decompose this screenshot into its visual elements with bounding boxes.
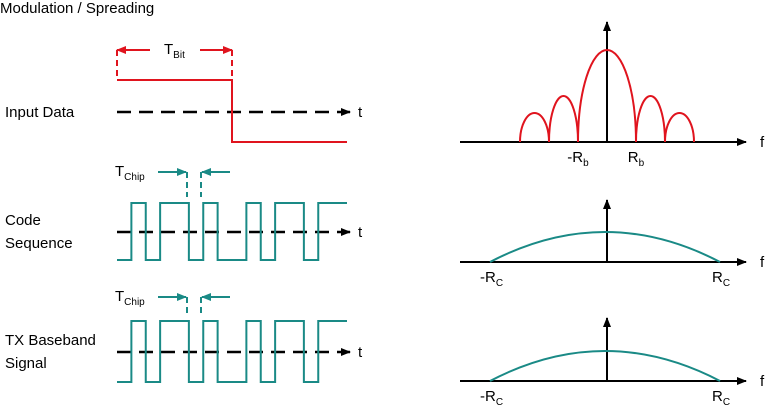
- title: Modulation / Spreading: [0, 0, 154, 17]
- sub-label: TBit: [164, 41, 185, 61]
- spectrum-lobe: [519, 112, 550, 143]
- code-signal: [117, 320, 347, 383]
- row-label: Sequence: [5, 235, 73, 252]
- sub-label: -RC: [480, 388, 503, 406]
- main-text: R: [712, 269, 723, 286]
- main-text: T: [115, 163, 124, 180]
- sub-label: TChip: [115, 163, 145, 183]
- sub-label: TChip: [115, 288, 145, 308]
- sub-label: RC: [712, 269, 730, 289]
- spectrum-lobe: [548, 95, 579, 143]
- sub-text: b: [583, 158, 589, 169]
- sub-text: Bit: [173, 50, 185, 61]
- spectrum-lobe: [635, 95, 666, 143]
- main-text: -R: [480, 269, 496, 286]
- sub-text: b: [639, 158, 645, 169]
- sub-label: Rb: [628, 149, 645, 169]
- sub-text: C: [723, 278, 730, 289]
- sub-text: C: [496, 278, 503, 289]
- freq-axis-label: f: [760, 134, 765, 151]
- data-signal: [117, 79, 347, 143]
- spectrum-lobe: [577, 49, 637, 143]
- freq-axis-label: f: [760, 254, 765, 271]
- main-text: T: [164, 41, 173, 58]
- freq-axis-label: f: [760, 373, 765, 390]
- time-axis-label: t: [358, 224, 363, 241]
- spectrum-arc: [489, 350, 721, 382]
- row-label: TX Baseband: [5, 332, 96, 349]
- main-text: R: [712, 388, 723, 405]
- main-text: -R: [567, 149, 583, 166]
- sub-label: RC: [712, 388, 730, 406]
- sub-label: -Rb: [567, 149, 589, 169]
- row-label: Code: [5, 212, 41, 229]
- row-label: Input Data: [5, 104, 75, 121]
- spectrum-arc: [489, 231, 721, 263]
- sub-text: Chip: [124, 172, 145, 183]
- code-signal: [117, 202, 347, 261]
- main-text: T: [115, 288, 124, 305]
- sub-text: Chip: [124, 297, 145, 308]
- main-text: -R: [480, 388, 496, 405]
- main-text: R: [628, 149, 639, 166]
- time-axis-label: t: [358, 104, 363, 121]
- row-label: Signal: [5, 355, 47, 372]
- spectrum-lobe: [664, 112, 695, 143]
- sub-label: -RC: [480, 269, 503, 289]
- sub-text: C: [723, 397, 730, 406]
- sub-text: C: [496, 397, 503, 406]
- time-axis-label: t: [358, 344, 363, 361]
